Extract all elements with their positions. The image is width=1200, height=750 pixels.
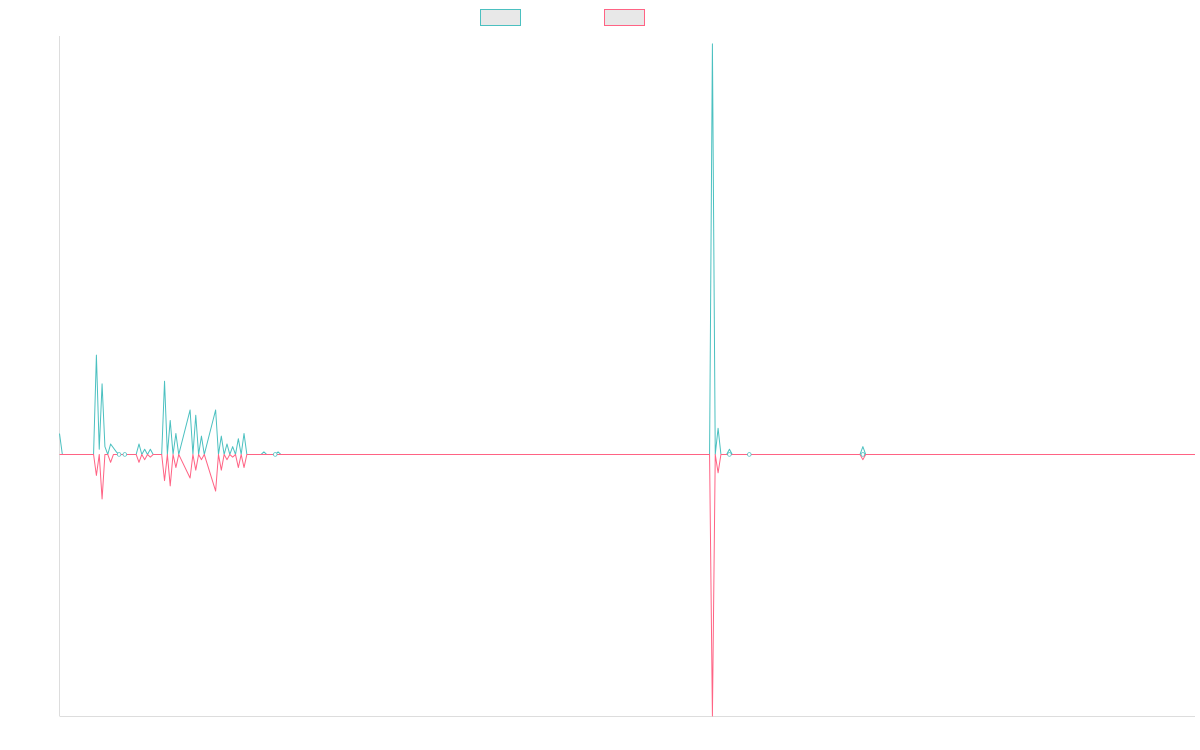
legend	[480, 9, 645, 26]
series-line-1	[59, 43, 1195, 455]
data-point-4[interactable]	[727, 452, 732, 457]
legend-swatch-2[interactable]	[604, 9, 645, 26]
data-point-6[interactable]	[860, 452, 866, 457]
data-point-2[interactable]	[122, 452, 127, 457]
legend-swatch-1[interactable]	[480, 9, 521, 26]
data-point-5[interactable]	[747, 452, 752, 457]
data-point-3[interactable]	[273, 452, 278, 457]
data-point-1[interactable]	[116, 452, 122, 457]
series-group	[59, 43, 1195, 717]
series-line-2	[59, 453, 1195, 717]
